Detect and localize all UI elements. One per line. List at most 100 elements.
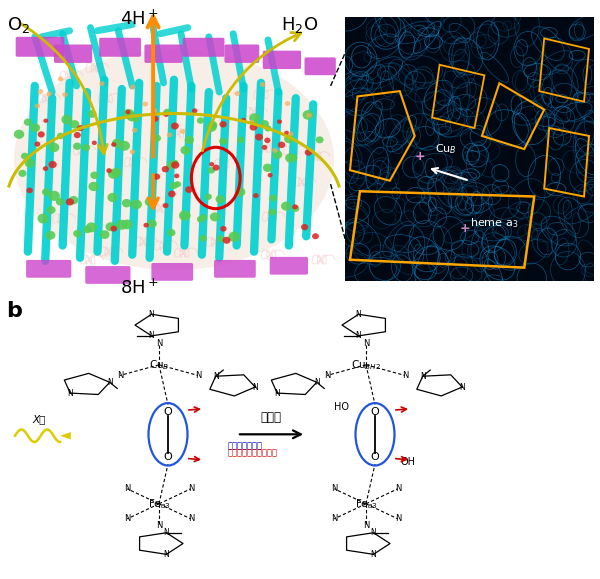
Text: 電子密度の伸長: 電子密度の伸長 bbox=[228, 441, 263, 450]
FancyBboxPatch shape bbox=[99, 38, 141, 57]
Circle shape bbox=[171, 162, 179, 168]
Circle shape bbox=[180, 129, 185, 134]
Circle shape bbox=[316, 136, 323, 144]
Circle shape bbox=[163, 203, 169, 208]
Circle shape bbox=[153, 135, 161, 142]
Circle shape bbox=[241, 118, 246, 123]
Text: N: N bbox=[420, 372, 425, 381]
Circle shape bbox=[49, 161, 57, 168]
Circle shape bbox=[46, 231, 55, 240]
Circle shape bbox=[112, 139, 122, 148]
Circle shape bbox=[100, 230, 110, 239]
Text: H$_2$O: H$_2$O bbox=[281, 15, 318, 35]
Circle shape bbox=[49, 143, 59, 152]
Text: Cu$_{BH2}$: Cu$_{BH2}$ bbox=[351, 358, 381, 372]
Circle shape bbox=[152, 116, 158, 122]
Circle shape bbox=[74, 132, 81, 138]
Text: b: b bbox=[6, 301, 22, 321]
Text: N: N bbox=[164, 550, 169, 559]
Circle shape bbox=[163, 112, 169, 117]
Circle shape bbox=[62, 92, 68, 97]
Circle shape bbox=[200, 214, 207, 221]
Circle shape bbox=[43, 119, 48, 123]
Circle shape bbox=[212, 164, 220, 171]
Circle shape bbox=[288, 131, 293, 137]
Text: Cu$_B$: Cu$_B$ bbox=[149, 358, 169, 372]
Circle shape bbox=[284, 131, 289, 135]
Circle shape bbox=[119, 141, 130, 151]
Circle shape bbox=[24, 119, 32, 126]
Circle shape bbox=[153, 174, 160, 180]
Circle shape bbox=[49, 190, 60, 201]
Circle shape bbox=[209, 162, 214, 166]
Circle shape bbox=[14, 130, 24, 139]
Circle shape bbox=[269, 195, 277, 201]
Circle shape bbox=[90, 171, 99, 179]
Text: heme a$_3$: heme a$_3$ bbox=[470, 216, 518, 230]
Text: N: N bbox=[213, 372, 218, 381]
Text: N: N bbox=[356, 310, 361, 319]
Circle shape bbox=[99, 81, 105, 86]
FancyBboxPatch shape bbox=[85, 266, 131, 284]
Circle shape bbox=[217, 235, 224, 242]
Circle shape bbox=[284, 134, 294, 143]
Text: O: O bbox=[371, 452, 379, 462]
Circle shape bbox=[162, 166, 169, 173]
Circle shape bbox=[77, 125, 84, 131]
Circle shape bbox=[148, 219, 157, 228]
Circle shape bbox=[219, 138, 227, 145]
Text: N: N bbox=[371, 528, 376, 537]
Circle shape bbox=[268, 208, 276, 215]
Circle shape bbox=[272, 151, 283, 159]
Text: N: N bbox=[274, 389, 280, 398]
Circle shape bbox=[70, 120, 79, 129]
Circle shape bbox=[56, 198, 64, 206]
Circle shape bbox=[272, 148, 278, 153]
Circle shape bbox=[73, 142, 82, 150]
Circle shape bbox=[73, 230, 82, 237]
Circle shape bbox=[301, 224, 308, 230]
Circle shape bbox=[285, 153, 296, 163]
Text: Fe$_{a3}$: Fe$_{a3}$ bbox=[148, 497, 170, 511]
Circle shape bbox=[205, 193, 212, 200]
Text: N: N bbox=[124, 484, 130, 493]
Circle shape bbox=[57, 133, 64, 139]
Text: N: N bbox=[371, 550, 376, 559]
Circle shape bbox=[92, 141, 97, 145]
Circle shape bbox=[220, 121, 227, 127]
Circle shape bbox=[220, 226, 227, 232]
Circle shape bbox=[66, 198, 74, 206]
Circle shape bbox=[170, 182, 178, 189]
Text: 4H$^+$: 4H$^+$ bbox=[120, 9, 158, 28]
Circle shape bbox=[125, 110, 131, 114]
Text: N: N bbox=[124, 514, 130, 523]
Circle shape bbox=[302, 110, 313, 120]
Text: N: N bbox=[395, 514, 401, 523]
Circle shape bbox=[37, 214, 49, 223]
Circle shape bbox=[260, 82, 266, 87]
Text: N: N bbox=[156, 521, 162, 530]
Text: O: O bbox=[164, 452, 172, 462]
Circle shape bbox=[249, 113, 260, 123]
Text: 見かけの結合長の伸長: 見かけの結合長の伸長 bbox=[228, 448, 278, 457]
Text: O: O bbox=[371, 406, 379, 417]
Ellipse shape bbox=[14, 49, 334, 270]
Text: O: O bbox=[164, 406, 172, 417]
Circle shape bbox=[123, 109, 134, 119]
Circle shape bbox=[168, 190, 176, 197]
Circle shape bbox=[88, 110, 97, 118]
Circle shape bbox=[43, 166, 48, 171]
Circle shape bbox=[145, 197, 155, 206]
Text: N: N bbox=[149, 331, 154, 340]
Circle shape bbox=[111, 142, 116, 146]
Text: N: N bbox=[67, 389, 73, 398]
Circle shape bbox=[131, 200, 142, 209]
FancyBboxPatch shape bbox=[270, 257, 308, 274]
Text: N: N bbox=[331, 514, 337, 523]
Circle shape bbox=[38, 89, 43, 94]
Circle shape bbox=[61, 115, 72, 124]
Circle shape bbox=[265, 125, 271, 131]
Circle shape bbox=[58, 76, 64, 81]
Circle shape bbox=[143, 223, 149, 228]
Circle shape bbox=[197, 216, 205, 223]
